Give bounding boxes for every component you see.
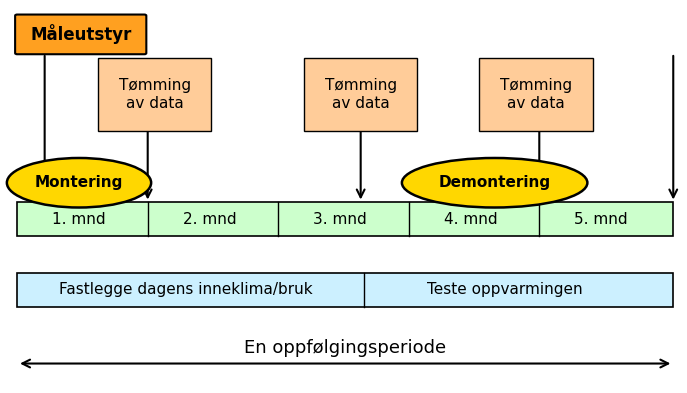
FancyBboxPatch shape <box>15 15 146 54</box>
FancyBboxPatch shape <box>304 58 418 130</box>
FancyBboxPatch shape <box>17 273 673 307</box>
Text: Tømming
av data: Tømming av data <box>500 78 572 110</box>
Ellipse shape <box>402 158 587 208</box>
Text: Fastlegge dagens inneklima/bruk: Fastlegge dagens inneklima/bruk <box>58 282 313 298</box>
Text: Montering: Montering <box>35 175 123 190</box>
Text: Tømming
av data: Tømming av data <box>325 78 396 110</box>
Text: Teste oppvarmingen: Teste oppvarmingen <box>427 282 583 298</box>
FancyBboxPatch shape <box>98 58 212 130</box>
Text: 1. mnd: 1. mnd <box>52 211 106 227</box>
Text: 4. mnd: 4. mnd <box>444 211 497 227</box>
Text: Måleutstyr: Måleutstyr <box>30 24 131 44</box>
FancyBboxPatch shape <box>17 202 673 236</box>
Text: En oppfølgingsperiode: En oppfølgingsperiode <box>244 339 447 357</box>
Text: 5. mnd: 5. mnd <box>574 211 628 227</box>
Text: Demontering: Demontering <box>438 175 551 190</box>
Text: 3. mnd: 3. mnd <box>313 211 367 227</box>
Text: Tømming
av data: Tømming av data <box>119 78 190 110</box>
FancyBboxPatch shape <box>480 58 592 130</box>
Text: 2. mnd: 2. mnd <box>183 211 236 227</box>
Ellipse shape <box>7 158 151 208</box>
